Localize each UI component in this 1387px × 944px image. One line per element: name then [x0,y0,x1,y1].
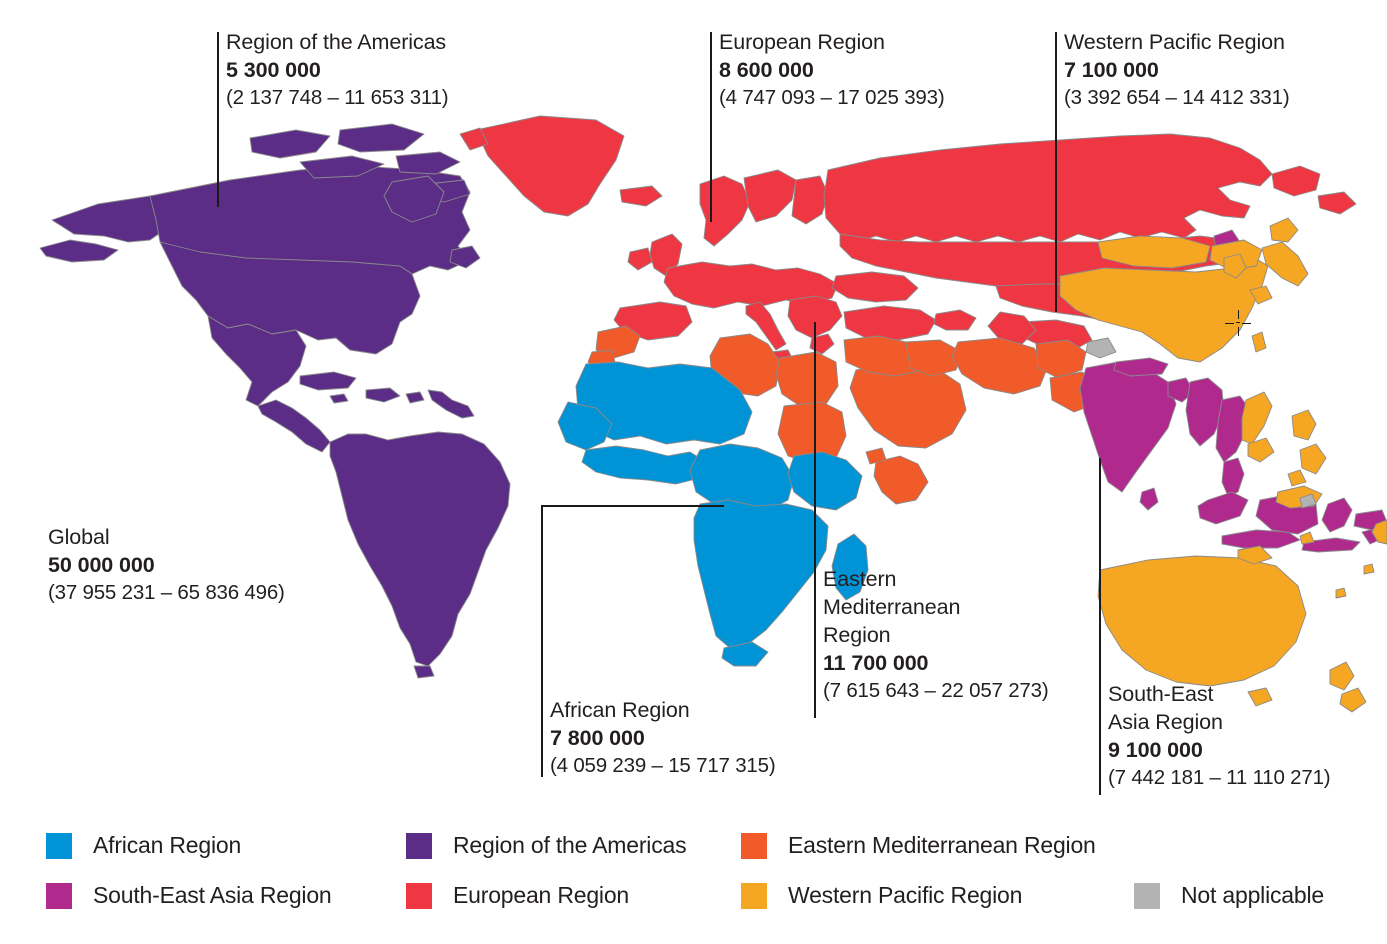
annotation-western-pacific-region: Western Pacific Region 7 100 000 (3 392 … [1064,29,1290,112]
annotation-range: (7 615 643 – 22 057 273) [823,678,1049,702]
annotation-range: (7 442 181 – 11 110 271) [1108,765,1331,789]
legend-item-western-pacific-region: Western Pacific Region [741,882,1022,909]
legend-swatch [1134,882,1160,909]
annotation-range: (4 059 239 – 15 717 315) [550,753,776,777]
annotation-european-region: European Region 8 600 000 (4 747 093 – 1… [719,29,945,112]
legend-label: Eastern Mediterranean Region [788,832,1096,858]
legend-swatch [406,882,432,909]
annotation-title-line-3: Region [823,622,891,647]
leader-line-african-vertical [541,505,543,777]
annotation-range: (3 392 654 – 14 412 331) [1064,85,1290,109]
annotation-title-line-2: Mediterranean [823,594,961,619]
legend-item-not-applicable: Not applicable [1134,882,1324,909]
leader-line-eastern-mediterranean [814,322,816,718]
legend-label: Not applicable [1181,882,1324,908]
legend-swatch [46,882,72,909]
annotation-value: 9 100 000 [1108,737,1203,762]
legend-label: Region of the Americas [453,832,687,858]
annotation-value: 11 700 000 [823,650,929,675]
annotation-title: European Region [719,30,885,54]
map-legend: African Region Region of the Americas Ea… [0,818,1387,928]
leader-line-european [710,32,712,222]
legend-label: Western Pacific Region [788,882,1023,908]
legend-item-eastern-mediterranean-region: Eastern Mediterranean Region [741,832,1096,859]
legend-swatch [46,832,72,859]
legend-swatch [741,882,767,909]
annotation-african-region: African Region 7 800 000 (4 059 239 – 15… [550,697,776,780]
annotation-title: Global [48,525,110,549]
region-eastern-mediterranean-shapes [587,325,1101,505]
legend-item-european-region: European Region [406,882,629,909]
annotation-range: (4 747 093 – 17 025 393) [719,85,945,109]
annotation-global: Global 50 000 000 (37 955 231 – 65 836 4… [48,524,285,607]
annotation-value: 7 800 000 [550,725,645,750]
legend-item-region-of-the-americas: Region of the Americas [406,832,687,859]
region-african-shapes [557,361,869,667]
legend-item-african-region: African Region [46,832,241,859]
leader-line-african-horizontal [541,505,724,507]
annotation-eastern-mediterranean-region: Eastern Mediterranean Region 11 700 000 … [823,566,1049,704]
leader-line-south-east-asia [1099,458,1101,795]
annotation-value: 8 600 000 [719,57,814,82]
leader-line-americas [217,32,219,207]
annotation-value: 50 000 000 [48,552,155,577]
annotation-region-of-the-americas: Region of the Americas 5 300 000 (2 137 … [226,29,449,112]
annotation-range: (2 137 748 – 11 653 311) [226,85,449,109]
world-map-svg [39,115,1387,713]
legend-label: African Region [93,832,242,858]
annotation-range: (37 955 231 – 65 836 496) [48,580,285,604]
legend-swatch [406,832,432,859]
annotation-title: Western Pacific Region [1064,30,1285,54]
registration-crosshair-icon [1225,310,1251,336]
annotation-title: Region of the Americas [226,30,447,54]
world-map [0,100,1387,800]
annotation-title-line-2: Asia Region [1108,709,1223,734]
region-western-pacific-shapes [1059,217,1387,713]
region-european-shapes [459,115,1357,363]
region-americas-shapes [39,123,511,679]
region-not-applicable-shapes [1085,337,1317,509]
legend-label: South-East Asia Region [93,882,332,908]
legend-item-south-east-asia-region: South-East Asia Region [46,882,332,909]
legend-swatch [741,832,767,859]
leader-line-western-pacific [1055,32,1057,312]
region-south-east-asia-shapes [1079,229,1387,553]
annotation-title: African Region [550,698,690,722]
annotation-south-east-asia-region: South-East Asia Region 9 100 000 (7 442 … [1108,681,1331,791]
legend-label: European Region [453,882,630,908]
annotation-value: 5 300 000 [226,57,321,82]
annotation-title-line-1: South-East [1108,682,1214,706]
annotation-value: 7 100 000 [1064,57,1159,82]
annotation-title-line-1: Eastern [823,567,897,591]
